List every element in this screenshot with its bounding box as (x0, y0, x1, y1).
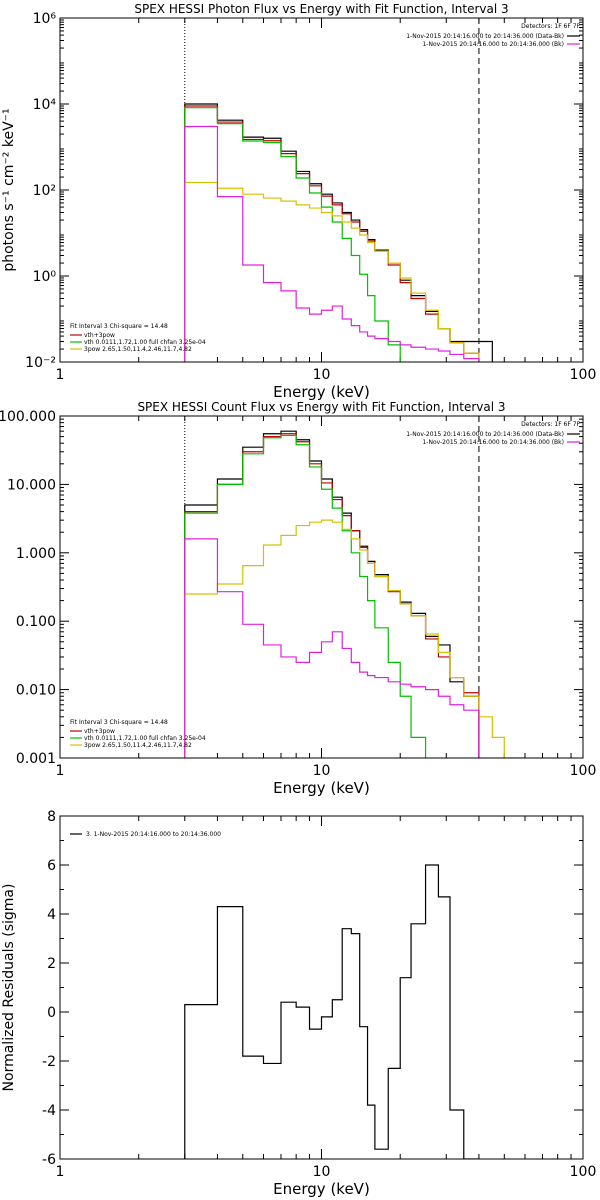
series-vth-3pow (184, 433, 480, 758)
series-3pow (184, 519, 526, 758)
chart-panel-1: SPEX HESSI Photon Flux vs Energy with Fi… (1, 2, 597, 401)
legend-entry-label: vth 0.0111,1.72,1.00 full chfan 3.25e-04 (84, 735, 206, 742)
x-tick-label: 100 (570, 367, 597, 383)
y-tick-label: 6 (47, 858, 56, 874)
series-residuals (184, 864, 480, 1159)
series-data-bk (184, 430, 480, 758)
legend-entry-label: vth+3pow (84, 728, 115, 735)
x-axis-label: Energy (keV) (273, 1180, 370, 1198)
x-tick-label: 10 (313, 367, 331, 383)
x-axis-label: Energy (keV) (273, 779, 370, 797)
chart-panel-3: 1 10 100 -6 -4 -2 0 2 4 6 8 Energy (keV) Normalized … (1, 809, 596, 1198)
chart-title: SPEX HESSI Photon Flux vs Energy with Fi… (134, 2, 508, 16)
plot-area (184, 864, 480, 1159)
series-bk (184, 538, 480, 758)
y-tick-label: 0 (47, 1005, 56, 1021)
legend-header: Detectors: 1F 6F 7F (521, 23, 580, 30)
legend-entry-label: 1-Nov-2015 20:14:16.000 to 20:14:36.000 … (422, 439, 564, 446)
y-axis-label: Normalized Residuals (sigma) (1, 884, 17, 1092)
y-tick-label: 8 (47, 809, 56, 825)
y-tick-label: -4 (42, 1103, 56, 1119)
legend-entry-label: 1-Nov-2015 20:14:16.000 to 20:14:36.000 … (406, 431, 564, 438)
legend-header: Detectors: 1F 6F 7F (521, 421, 580, 428)
y-axis-label: photons s⁻¹ cm⁻² keV⁻¹ (1, 108, 17, 271)
series-vth (184, 434, 427, 758)
chart-panel-2: SPEX HESSI Count Flux vs Energy with Fit… (0, 400, 597, 797)
series-bk (184, 125, 480, 362)
y-tick-label: 10² (33, 183, 56, 199)
plot-frame (59, 415, 584, 759)
series-vth (184, 107, 401, 362)
y-tick-label: 1.000 (16, 546, 56, 562)
legend-bottom-left: Fit Interval 3 Chi-square = 14.48 vth+3po… (70, 323, 206, 353)
y-tick-label: 10⁻² (25, 355, 56, 371)
y-tick-label: 2 (47, 956, 56, 972)
plot-area (184, 430, 526, 758)
y-tick-label: -6 (42, 1152, 56, 1168)
legend-entry-label: 1-Nov-2015 20:14:16.000 to 20:14:36.000 … (406, 33, 564, 40)
y-tick-label: 10⁶ (33, 11, 57, 27)
y-tick-label: 0.100 (16, 614, 56, 630)
legend-entry-label: 3pow 2.65,1.50,11.4,2.46,11.7,4.82 (84, 742, 192, 749)
chart-title: SPEX HESSI Count Flux vs Energy with Fit… (137, 400, 505, 414)
legend-header: Fit Interval 3 Chi-square = 14.48 (70, 323, 168, 330)
legend-bottom-left: Fit Interval 3 Chi-square = 14.48 vth+3po… (70, 719, 206, 749)
legend-entry-label: 3. 1-Nov-2015 20:14:16.000 to 20:14:36.0… (86, 831, 221, 838)
legend-top-right: Detectors: 1F 6F 7F 1-Nov-2015 20:14:16.0… (406, 421, 580, 446)
x-tick-label: 1 (56, 1164, 65, 1180)
x-tick-label: 10 (313, 1164, 331, 1180)
x-tick-label: 100 (570, 1164, 597, 1180)
legend-header: Fit Interval 3 Chi-square = 14.48 (70, 719, 168, 726)
y-tick-label: 10⁰ (33, 269, 57, 285)
y-tick-label: -2 (42, 1054, 56, 1070)
x-tick-label: 100 (570, 763, 597, 779)
series-data-bk (184, 103, 493, 362)
legend-entry-label: 3pow 2.65,1.50,11.4,2.46,11.7,4.82 (84, 346, 192, 353)
plot-area (184, 103, 493, 362)
x-axis-label: Energy (keV) (273, 383, 370, 401)
y-tick-label: 0.010 (16, 683, 56, 699)
y-tick-label: 10⁴ (33, 97, 57, 113)
y-tick-label: 4 (47, 907, 56, 923)
x-tick-label: 1 (56, 763, 65, 779)
legend-entry-label: 1-Nov-2015 20:14:16.000 to 20:14:36.000 … (422, 41, 564, 48)
x-tick-label: 1 (56, 367, 65, 383)
y-tick-label: 100.000 (0, 409, 56, 425)
y-tick-label: 0.001 (16, 751, 56, 767)
series-3pow (184, 181, 480, 362)
plot-frame (59, 815, 584, 1160)
plot-frame (59, 17, 584, 363)
legend-entry-label: vth+3pow (84, 332, 115, 339)
legend-entry-label: vth 0.0111,1.72,1.00 full chfan 3.25e-04 (84, 339, 206, 346)
legend-top-left: 3. 1-Nov-2015 20:14:16.000 to 20:14:36.0… (70, 831, 221, 838)
x-tick-label: 10 (313, 763, 331, 779)
y-tick-label: 10.000 (7, 477, 56, 493)
legend-top-right: Detectors: 1F 6F 7F 1-Nov-2015 20:14:16.0… (406, 23, 580, 48)
